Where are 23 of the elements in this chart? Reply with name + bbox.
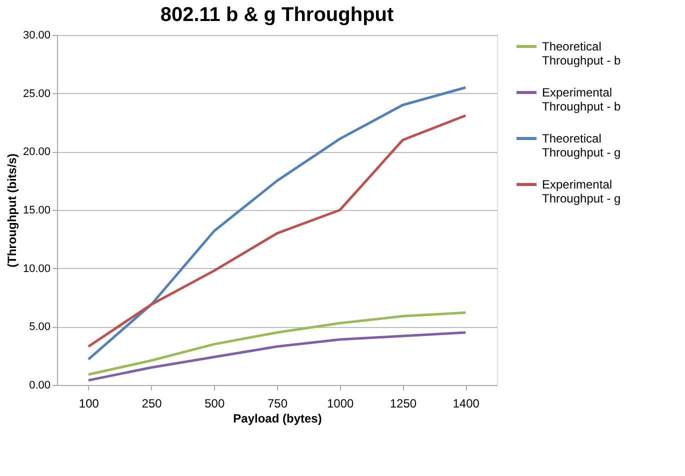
x-tick-label: 100 xyxy=(78,396,100,410)
y-tick-label: 10.00 xyxy=(22,262,50,275)
y-tick-label: 0.00 xyxy=(29,380,50,392)
line-series xyxy=(87,331,467,382)
x-tick-label: 1250 xyxy=(390,396,417,410)
x-tick-label: 500 xyxy=(204,396,225,410)
x-tick-label: 1400 xyxy=(452,396,480,410)
legend-label: Experimental Throughput - g xyxy=(542,178,621,206)
y-axis-title: (Throughput (bits/s) xyxy=(4,154,19,268)
y-tick-label: 25.00 xyxy=(22,88,50,100)
y-tick-label: 5.00 xyxy=(29,321,50,334)
x-axis-title: Payload (bytes) xyxy=(233,412,322,426)
legend-label: Experimental Throughput - b xyxy=(542,86,622,114)
x-tick-label: 250 xyxy=(142,396,162,410)
y-tick-label: 30.00 xyxy=(22,30,50,42)
chart-title: 802.11 b & g Throughput xyxy=(160,4,394,26)
legend-label: Theoretical Throughput - g xyxy=(542,132,621,160)
x-tick-label: 1000 xyxy=(327,396,354,410)
y-tick-label: 15.00 xyxy=(22,204,50,216)
line-series xyxy=(87,311,467,376)
x-tick-label: 750 xyxy=(267,396,288,410)
legend-label: Theoretical Throughput - b xyxy=(542,40,622,68)
y-tick-label: 20.00 xyxy=(22,146,50,158)
